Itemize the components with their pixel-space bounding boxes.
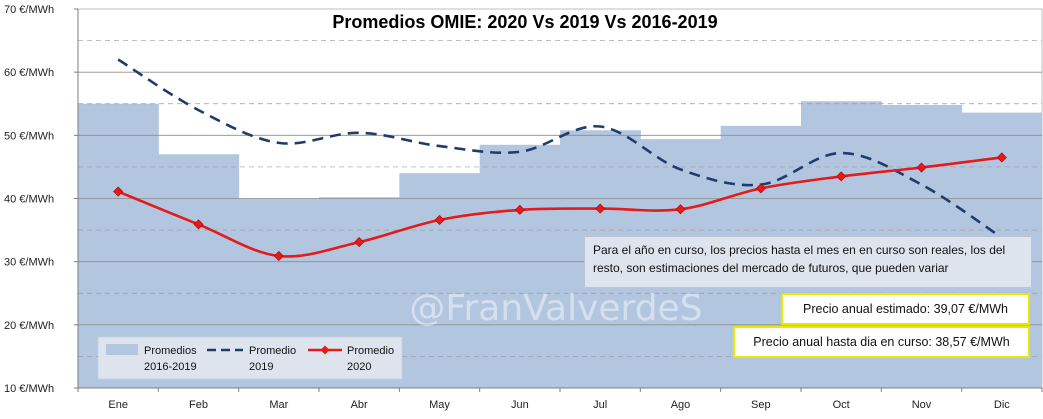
x-tick-label-may: May bbox=[429, 399, 450, 411]
x-tick-label-ene: Ene bbox=[108, 399, 128, 411]
y-tick-label: 60 €/MWh bbox=[4, 67, 54, 79]
line-2019-path bbox=[117, 58, 1003, 239]
legend-label-2019-line1: Promedio bbox=[249, 345, 296, 357]
x-tick-label-oct: Oct bbox=[833, 399, 850, 411]
series-2019-line bbox=[117, 58, 1003, 239]
bar-may bbox=[399, 173, 481, 388]
marker-2020-may bbox=[434, 214, 445, 226]
marker-2020-feb bbox=[193, 219, 204, 230]
x-tick-label-mar: Mar bbox=[269, 399, 288, 411]
bar-jun bbox=[479, 144, 561, 388]
legend-label-2016-2019-line2: 2016-2019 bbox=[144, 361, 197, 373]
marker-2020-jun bbox=[514, 204, 525, 215]
marker-2020-abr bbox=[354, 237, 365, 248]
x-tick-label-dic: Dic bbox=[994, 399, 1010, 411]
legend-label-2020-line2: 2020 bbox=[347, 361, 371, 373]
watermark: @FranValverdeS bbox=[409, 288, 702, 329]
estimated-price-box: Precio anual estimado: 39,07 €/MWh bbox=[781, 293, 1030, 325]
y-tick-label: 70 €/MWh bbox=[4, 4, 54, 16]
marker-2020-sep bbox=[755, 183, 766, 194]
chart-title: Promedios OMIE: 2020 Vs 2019 Vs 2016-201… bbox=[332, 12, 717, 32]
x-tick-label-sep: Sep bbox=[751, 399, 771, 411]
y-axis: 10 €/MWh 20 €/MWh 30 €/MWh 40 €/MWh 50 €/MWh… bbox=[4, 4, 79, 395]
x-tick-label-jul: Jul bbox=[593, 399, 607, 411]
x-tick-label-nov: Nov bbox=[912, 399, 932, 411]
legend-label-2019-line2: 2019 bbox=[249, 361, 273, 373]
y-tick-label: 20 €/MWh bbox=[4, 320, 54, 332]
legend-label-2016-2019-line1: Promedios bbox=[144, 345, 197, 357]
marker-2020-ene bbox=[113, 186, 124, 197]
y-tick-label: 40 €/MWh bbox=[4, 194, 54, 206]
y-tick-label: 10 €/MWh bbox=[4, 383, 54, 395]
marker-2020-nov bbox=[916, 162, 927, 173]
legend-box bbox=[97, 336, 403, 380]
y-tick-label: 30 €/MWh bbox=[4, 257, 54, 269]
x-tick-label-ago: Ago bbox=[671, 399, 691, 411]
y-tick-label: 50 €/MWh bbox=[4, 130, 54, 142]
marker-2020-mar bbox=[273, 250, 284, 262]
legend: Promedios 2016-2019 Promedio 2019 Promedio 20… bbox=[97, 336, 403, 380]
x-tick-label-jun: Jun bbox=[511, 399, 529, 411]
legend-swatch-2016-2019 bbox=[106, 344, 138, 355]
legend-label-2020-line1: Promedio bbox=[347, 345, 394, 357]
annotation-note: Para el año en curso, los precios hasta … bbox=[584, 236, 1032, 288]
x-axis: Ene Feb Mar Abr May Jun Jul Ago Sep Oct Nov Dic bbox=[77, 387, 1043, 411]
series-2020-line bbox=[113, 152, 1007, 262]
marker-2020-jul bbox=[595, 203, 606, 214]
marker-2020-ago bbox=[675, 204, 686, 215]
legend-swatch-2020-marker bbox=[320, 345, 330, 355]
marker-2020-oct bbox=[836, 171, 847, 182]
marker-2020-dic bbox=[996, 152, 1007, 163]
x-tick-label-feb: Feb bbox=[189, 399, 208, 411]
to-date-price-box: Precio anual hasta dia en curso: 38,57 €… bbox=[733, 326, 1030, 358]
x-tick-label-abr: Abr bbox=[351, 399, 368, 411]
